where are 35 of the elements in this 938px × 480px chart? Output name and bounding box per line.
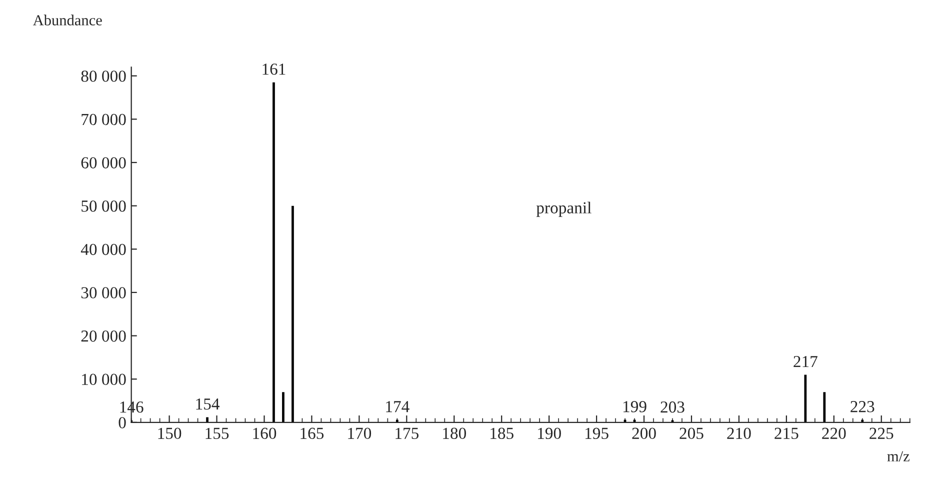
x-tick-label: 200 xyxy=(632,428,656,439)
x-tick-label: 215 xyxy=(774,428,798,439)
y-tick-label: 70 000 xyxy=(82,114,126,126)
annotation: 199 xyxy=(623,401,646,412)
annotation: 223 xyxy=(850,401,874,412)
x-tick-label: 175 xyxy=(396,428,419,439)
annotation: 174 xyxy=(386,401,410,412)
y-tick-label: 0 xyxy=(118,417,126,428)
x-tick-label: 205 xyxy=(680,428,704,439)
x-tick-label: 225 xyxy=(870,428,894,439)
annotation: 203 xyxy=(660,401,684,413)
y-tick-label: 20 000 xyxy=(81,330,126,342)
x-tick-label: 180 xyxy=(443,428,466,439)
annotation: 161 xyxy=(262,64,286,75)
y-tick-label: 30 000 xyxy=(81,287,126,298)
x-tick-label: 190 xyxy=(538,428,561,439)
x-tick-label: 170 xyxy=(348,428,372,439)
x-tick-label: 160 xyxy=(253,428,276,439)
annotation: propanil xyxy=(536,202,592,217)
x-tick-label: 165 xyxy=(300,428,324,439)
y-tick-label: 80 000 xyxy=(81,70,126,82)
annotation: 217 xyxy=(794,356,818,368)
x-tick-label: 195 xyxy=(586,428,608,439)
x-tick-label: 185 xyxy=(490,428,514,439)
x-tick-label: 155 xyxy=(206,428,229,439)
annotation: 154 xyxy=(196,398,220,410)
y-tick-label: 50 000 xyxy=(82,200,126,212)
x-tick-label: 150 xyxy=(158,428,182,439)
y-tick-label: 60 000 xyxy=(81,157,126,168)
x-tick-label: 220 xyxy=(822,428,846,439)
y-tick-label: 40 000 xyxy=(80,244,126,256)
x-tick-label: 210 xyxy=(727,428,751,439)
y-tick-label: 10 000 xyxy=(82,374,126,386)
y-axis-title: Abundance xyxy=(32,14,102,26)
x-axis-title: m/z xyxy=(887,451,910,462)
